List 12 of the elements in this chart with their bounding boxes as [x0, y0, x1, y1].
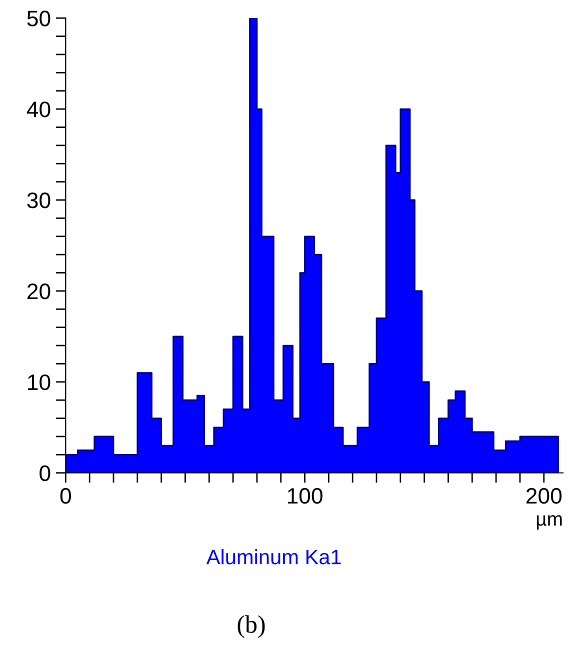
y-tick-label: 50 [27, 10, 50, 26]
x-axis-title: µm [536, 515, 562, 530]
text: (b) [238, 615, 265, 638]
text: Aluminum Ka1 [206, 549, 341, 564]
x-tick-label: 200 [526, 488, 562, 504]
y-tick-label: 10 [28, 374, 50, 390]
y-tick-label: 40 [26, 102, 50, 118]
x-tick-label: 0 [60, 488, 71, 504]
y-tick-label: 30 [27, 192, 50, 208]
y-tick-label: 0 [40, 465, 50, 482]
y-tick-label: 20 [27, 283, 50, 300]
x-tick-label: 100 [288, 488, 322, 504]
